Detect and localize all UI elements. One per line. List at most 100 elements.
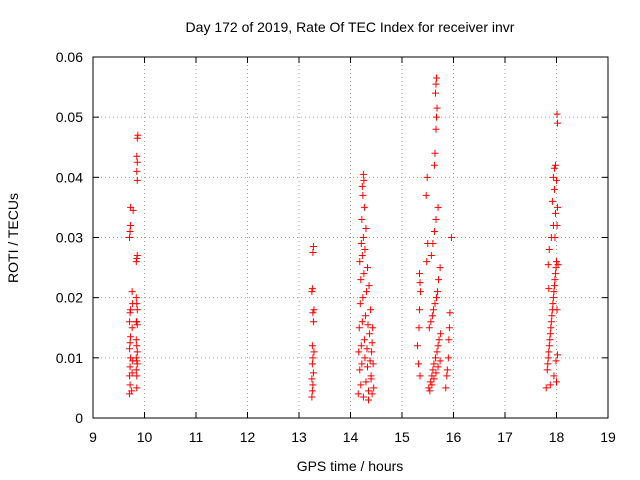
data-point (549, 173, 557, 181)
data-point (359, 234, 367, 241)
x-tick-label: 12 (240, 429, 256, 445)
data-point (369, 324, 377, 332)
data-point (445, 324, 453, 332)
data-point (133, 357, 141, 365)
data-point (133, 384, 141, 392)
data-point (133, 167, 141, 175)
data-point (431, 89, 439, 97)
data-point (434, 203, 442, 211)
data-point (433, 74, 441, 82)
data-point (309, 369, 317, 377)
data-point (552, 357, 560, 365)
data-point (362, 288, 370, 296)
data-point (133, 348, 141, 356)
data-point (358, 215, 366, 223)
data-point (126, 234, 134, 241)
data-point (126, 339, 134, 347)
data-point (430, 375, 438, 383)
data-point (308, 360, 316, 368)
data-point (367, 306, 375, 314)
data-point (550, 372, 558, 380)
data-point (364, 321, 372, 329)
data-point (416, 306, 424, 314)
data-point (546, 381, 554, 389)
data-point (361, 312, 369, 320)
data-point (544, 354, 552, 362)
data-point (548, 197, 556, 205)
data-point (444, 354, 452, 362)
data-point (358, 318, 366, 326)
data-point (423, 258, 431, 266)
data-point (550, 185, 558, 193)
data-point (553, 378, 560, 386)
data-point (308, 375, 316, 383)
data-point (432, 215, 440, 223)
data-point (545, 285, 553, 293)
data-point (553, 306, 561, 314)
data-point (553, 258, 560, 266)
data-point (133, 321, 141, 329)
data-point (545, 246, 553, 254)
data-point (365, 387, 373, 395)
data-point (357, 240, 365, 248)
data-point (358, 252, 366, 260)
data-point (413, 342, 421, 350)
data-point (366, 330, 374, 338)
data-point (430, 227, 438, 235)
data-point (435, 336, 443, 344)
y-tick-label: 0.02 (56, 290, 83, 306)
data-point (434, 288, 442, 296)
data-point (423, 173, 431, 181)
data-point (365, 396, 373, 404)
x-tick-label: 18 (549, 429, 565, 445)
data-point (426, 378, 434, 386)
data-point (443, 372, 451, 380)
data-point (309, 309, 317, 317)
data-point (356, 366, 364, 374)
data-point (370, 384, 378, 392)
data-point (442, 384, 450, 392)
data-point (435, 276, 443, 284)
data-point (126, 309, 134, 317)
data-point (551, 276, 559, 284)
grid (93, 57, 608, 418)
data-point (554, 203, 562, 211)
data-point (355, 324, 363, 332)
data-point (367, 375, 375, 383)
data-point (426, 387, 434, 395)
data-point (428, 312, 436, 320)
data-point (432, 369, 440, 377)
data-point (363, 264, 371, 272)
data-point (416, 270, 424, 278)
data-point (355, 348, 363, 356)
data-point (433, 113, 441, 121)
y-tick-label: 0.04 (56, 169, 83, 185)
data-point (429, 306, 437, 314)
data-point (363, 363, 371, 371)
data-point (545, 348, 553, 356)
data-point (425, 384, 433, 392)
data-point (365, 282, 373, 290)
data-point (546, 336, 554, 344)
data-point (547, 324, 555, 332)
data-point (128, 387, 136, 395)
y-tick-label: 0.01 (56, 350, 83, 366)
data-point (128, 288, 136, 296)
data-point (133, 176, 141, 184)
data-point (358, 182, 366, 190)
data-point (128, 324, 136, 332)
x-tick-label: 16 (446, 429, 462, 445)
data-point (357, 276, 365, 284)
data-point (553, 176, 560, 184)
data-point (443, 366, 451, 374)
data-point (446, 309, 454, 317)
data-point (366, 357, 374, 365)
data-point (132, 258, 140, 266)
data-point (310, 348, 318, 356)
x-tick-label: 19 (600, 429, 616, 445)
data-point (126, 363, 134, 371)
data-point (133, 152, 141, 160)
data-point (361, 246, 369, 254)
data-point (422, 191, 430, 199)
data-point (362, 224, 370, 232)
